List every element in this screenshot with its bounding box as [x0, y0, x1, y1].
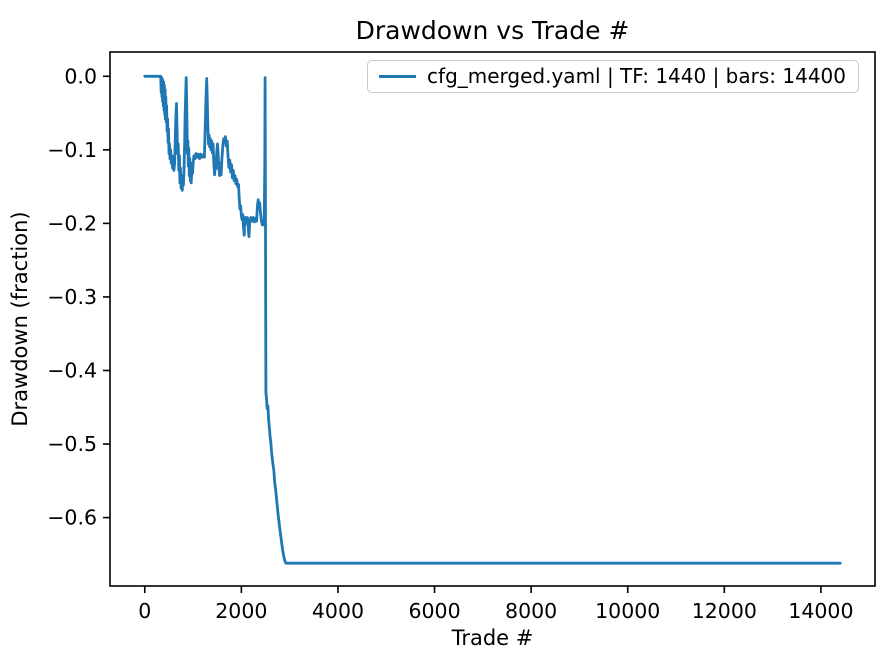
x-tick-label: 10000	[595, 599, 660, 623]
legend: cfg_merged.yaml | TF: 1440 | bars: 14400	[367, 60, 859, 93]
x-tick-label: 6000	[408, 599, 460, 623]
y-axis-label: Drawdown (fraction)	[8, 211, 32, 426]
x-tick-label: 2000	[215, 599, 267, 623]
chart-title: Drawdown vs Trade #	[356, 16, 630, 45]
legend-line-sample	[379, 74, 417, 78]
x-tick-label: 0	[138, 599, 151, 623]
x-tick-label: 14000	[788, 599, 853, 623]
x-tick-label: 4000	[312, 599, 364, 623]
y-tick-label: −0.1	[47, 138, 97, 162]
x-tick-label: 8000	[505, 599, 557, 623]
plot-area	[109, 51, 876, 587]
y-tick-label: −0.3	[47, 285, 97, 309]
legend-label: cfg_merged.yaml | TF: 1440 | bars: 14400	[427, 64, 846, 88]
y-tick-label: 0.0	[64, 64, 97, 88]
y-tick-label: −0.2	[47, 211, 97, 235]
y-tick-label: −0.6	[47, 506, 97, 530]
y-tick-label: −0.5	[47, 432, 97, 456]
x-tick-label: 12000	[692, 599, 757, 623]
x-axis-label: Trade #	[451, 626, 534, 650]
y-tick-label: −0.4	[47, 358, 97, 382]
drawdown-line	[143, 74, 842, 565]
